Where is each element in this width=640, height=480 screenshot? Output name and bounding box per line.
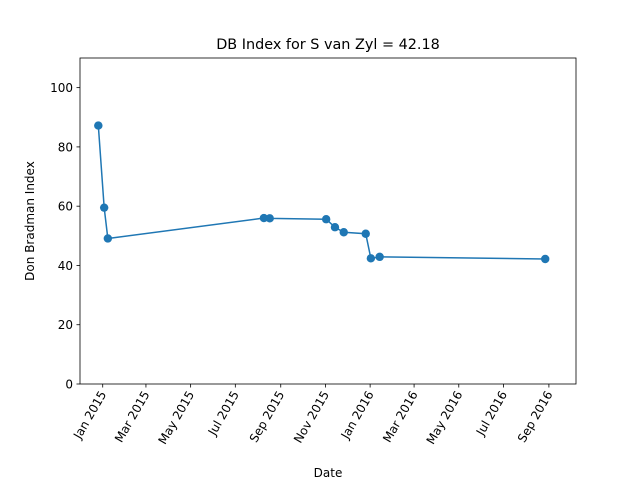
data-point xyxy=(321,215,331,224)
data-point xyxy=(94,121,103,130)
chart-title: DB Index for S van Zyl = 42.18 xyxy=(216,37,440,53)
data-point xyxy=(265,214,274,223)
data-point xyxy=(339,228,348,237)
plot-frame xyxy=(79,57,577,385)
data-point xyxy=(99,203,109,212)
data-point xyxy=(330,223,340,232)
y-tick-label: 80 xyxy=(58,140,73,154)
y-axis-ticks: 0 20 40 60 80 100 xyxy=(50,81,80,392)
data-point xyxy=(361,229,370,238)
y-tick-label: 0 xyxy=(65,378,73,392)
x-axis-label: Date xyxy=(314,466,343,480)
y-tick-label: 100 xyxy=(50,81,73,95)
y-tick-label: 40 xyxy=(58,259,73,273)
data-point xyxy=(366,254,376,263)
y-tick-label: 60 xyxy=(58,200,73,214)
y-axis-label: Don Bradman Index xyxy=(23,161,37,281)
series-layer xyxy=(94,121,550,264)
data-point xyxy=(375,252,384,262)
y-tick-label: 20 xyxy=(58,318,73,332)
data-point xyxy=(103,234,113,243)
data-point xyxy=(541,254,550,264)
